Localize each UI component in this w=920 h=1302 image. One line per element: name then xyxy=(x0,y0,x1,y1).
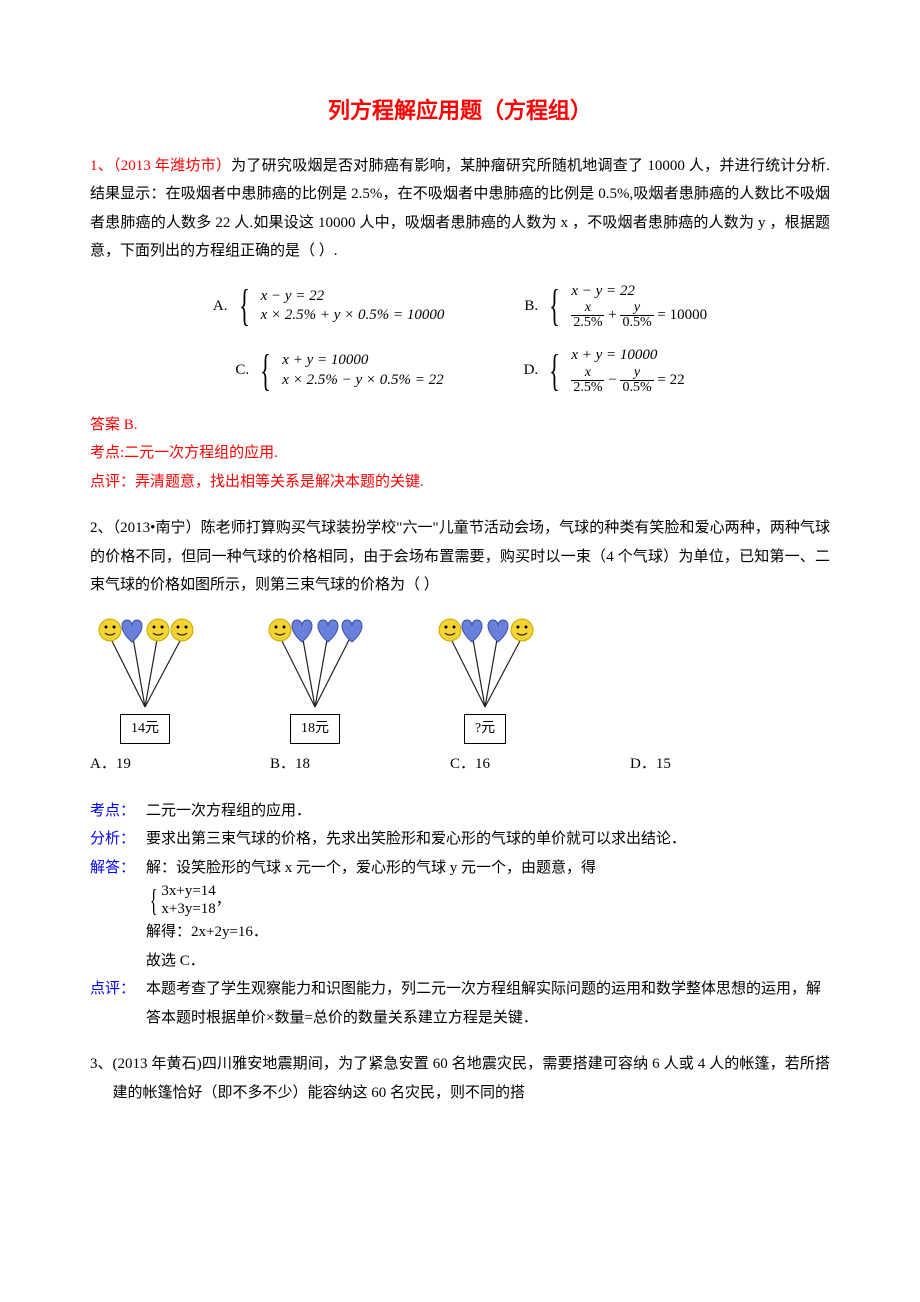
balloon-svg-2 xyxy=(260,612,370,712)
price-box-1: 14元 xyxy=(120,714,170,745)
q2-jd3: 故选 C． xyxy=(146,947,830,976)
q1-options-row2: C. { x + y = 10000 x × 2.5% − y × 0.5% =… xyxy=(90,346,830,395)
q2-jd2: 解得：2x+2y=16． xyxy=(146,918,830,947)
q1-option-c: C. { x + y = 10000 x × 2.5% − y × 0.5% =… xyxy=(235,346,443,395)
balloon-svg-3 xyxy=(430,612,540,712)
q2-eq1: 3x+y=14 xyxy=(161,882,215,900)
q3-num: 3、 xyxy=(90,1050,113,1107)
price-box-2: 18元 xyxy=(290,714,340,745)
q3-body: (2013 年黄石)四川雅安地震期间，为了紧急安置 60 名地震灾民，需要搭建可… xyxy=(113,1050,830,1107)
q3-stem: 3、 (2013 年黄石)四川雅安地震期间，为了紧急安置 60 名地震灾民，需要… xyxy=(90,1050,830,1107)
kd-value: 二元一次方程组的应用． xyxy=(146,797,830,826)
q1-options-row1: A. { x − y = 22 x × 2.5% + y × 0.5% = 10… xyxy=(90,282,830,331)
q1a-line2: x × 2.5% + y × 0.5% = 10000 xyxy=(261,306,445,326)
q1-dianping: 点评：弄清题意，找出相等关系是解决本题的关键. xyxy=(90,468,830,497)
kd-label: 考点： xyxy=(90,797,146,826)
page-title: 列方程解应用题（方程组） xyxy=(90,90,830,132)
balloons-row: 14元 18元 xyxy=(90,612,830,745)
q2-kaodian: 考点： 二元一次方程组的应用． xyxy=(90,797,830,826)
jd-value: 解：设笑脸形的气球 x 元一个，爱心形的气球 y 元一个，由题意，得 xyxy=(146,854,830,883)
q1-kaodian: 考点:二元一次方程组的应用. xyxy=(90,439,830,468)
q2-choice-a: A．19 xyxy=(90,750,270,779)
q1c-line2: x × 2.5% − y × 0.5% = 22 xyxy=(282,371,443,391)
q2-eq-tail: ， xyxy=(216,886,231,915)
q2-fenxi: 分析： 要求出第三束气球的价格，先求出笑脸形和爱心形的气球的单价就可以求出结论． xyxy=(90,825,830,854)
q1d-line2: x2.5% − y0.5% = 22 xyxy=(571,366,684,395)
q2-jieda: 解答： 解：设笑脸形的气球 x 元一个，爱心形的气球 y 元一个，由题意，得 xyxy=(90,854,830,883)
q2-dianping: 点评： 本题考查了学生观察能力和识图能力，列二元一次方程组解实际问题的运用和数学… xyxy=(90,975,830,1032)
q1-answer: 答案 B. xyxy=(90,411,830,440)
q1c-line1: x + y = 10000 xyxy=(282,351,443,371)
balloon-bunch-2: 18元 xyxy=(260,612,370,745)
price-box-3: ?元 xyxy=(464,714,506,745)
q2-choice-c: C．16 xyxy=(450,750,630,779)
q2-eq2: x+3y=18 xyxy=(161,900,215,918)
balloon-svg-1 xyxy=(90,612,200,712)
fx-value: 要求出第三束气球的价格，先求出笑脸形和爱心形的气球的单价就可以求出结论． xyxy=(146,825,830,854)
q1-option-b: B. { x − y = 22 x2.5% + y0.5% = 10000 xyxy=(524,282,707,331)
balloon-bunch-1: 14元 xyxy=(90,612,200,745)
jd-label: 解答： xyxy=(90,854,146,883)
dp-label: 点评： xyxy=(90,975,146,1032)
q1-option-d: D. { x + y = 10000 x2.5% − y0.5% = 22 xyxy=(524,346,685,395)
q2-choices: A．19 B．18 C．16 D．15 xyxy=(90,750,830,779)
dp-value: 本题考查了学生观察能力和识图能力，列二元一次方程组解实际问题的运用和数学整体思想… xyxy=(146,975,830,1032)
q1-lead: 1、（2013 年潍坊市） xyxy=(90,158,231,174)
q1d-line1: x + y = 10000 xyxy=(571,346,684,366)
q1a-line1: x − y = 22 xyxy=(261,287,445,307)
q2-choice-d: D．15 xyxy=(630,750,810,779)
q1b-line2: x2.5% + y0.5% = 10000 xyxy=(571,301,707,330)
fx-label: 分析： xyxy=(90,825,146,854)
q2-system: { 3x+y=14 x+3y=18 ， xyxy=(146,882,830,918)
q1-stem: 1、（2013 年潍坊市）为了研究吸烟是否对肺癌有影响，某肿瘤研究所随机地调查了… xyxy=(90,152,830,266)
q1b-line1: x − y = 22 xyxy=(571,282,707,302)
q2-choice-b: B．18 xyxy=(270,750,450,779)
balloon-bunch-3: ?元 xyxy=(430,612,540,745)
q2-stem: 2、（2013•南宁）陈老师打算购买气球装扮学校"六一"儿童节活动会场，气球的种… xyxy=(90,514,830,600)
q1-option-a: A. { x − y = 22 x × 2.5% + y × 0.5% = 10… xyxy=(213,282,445,331)
